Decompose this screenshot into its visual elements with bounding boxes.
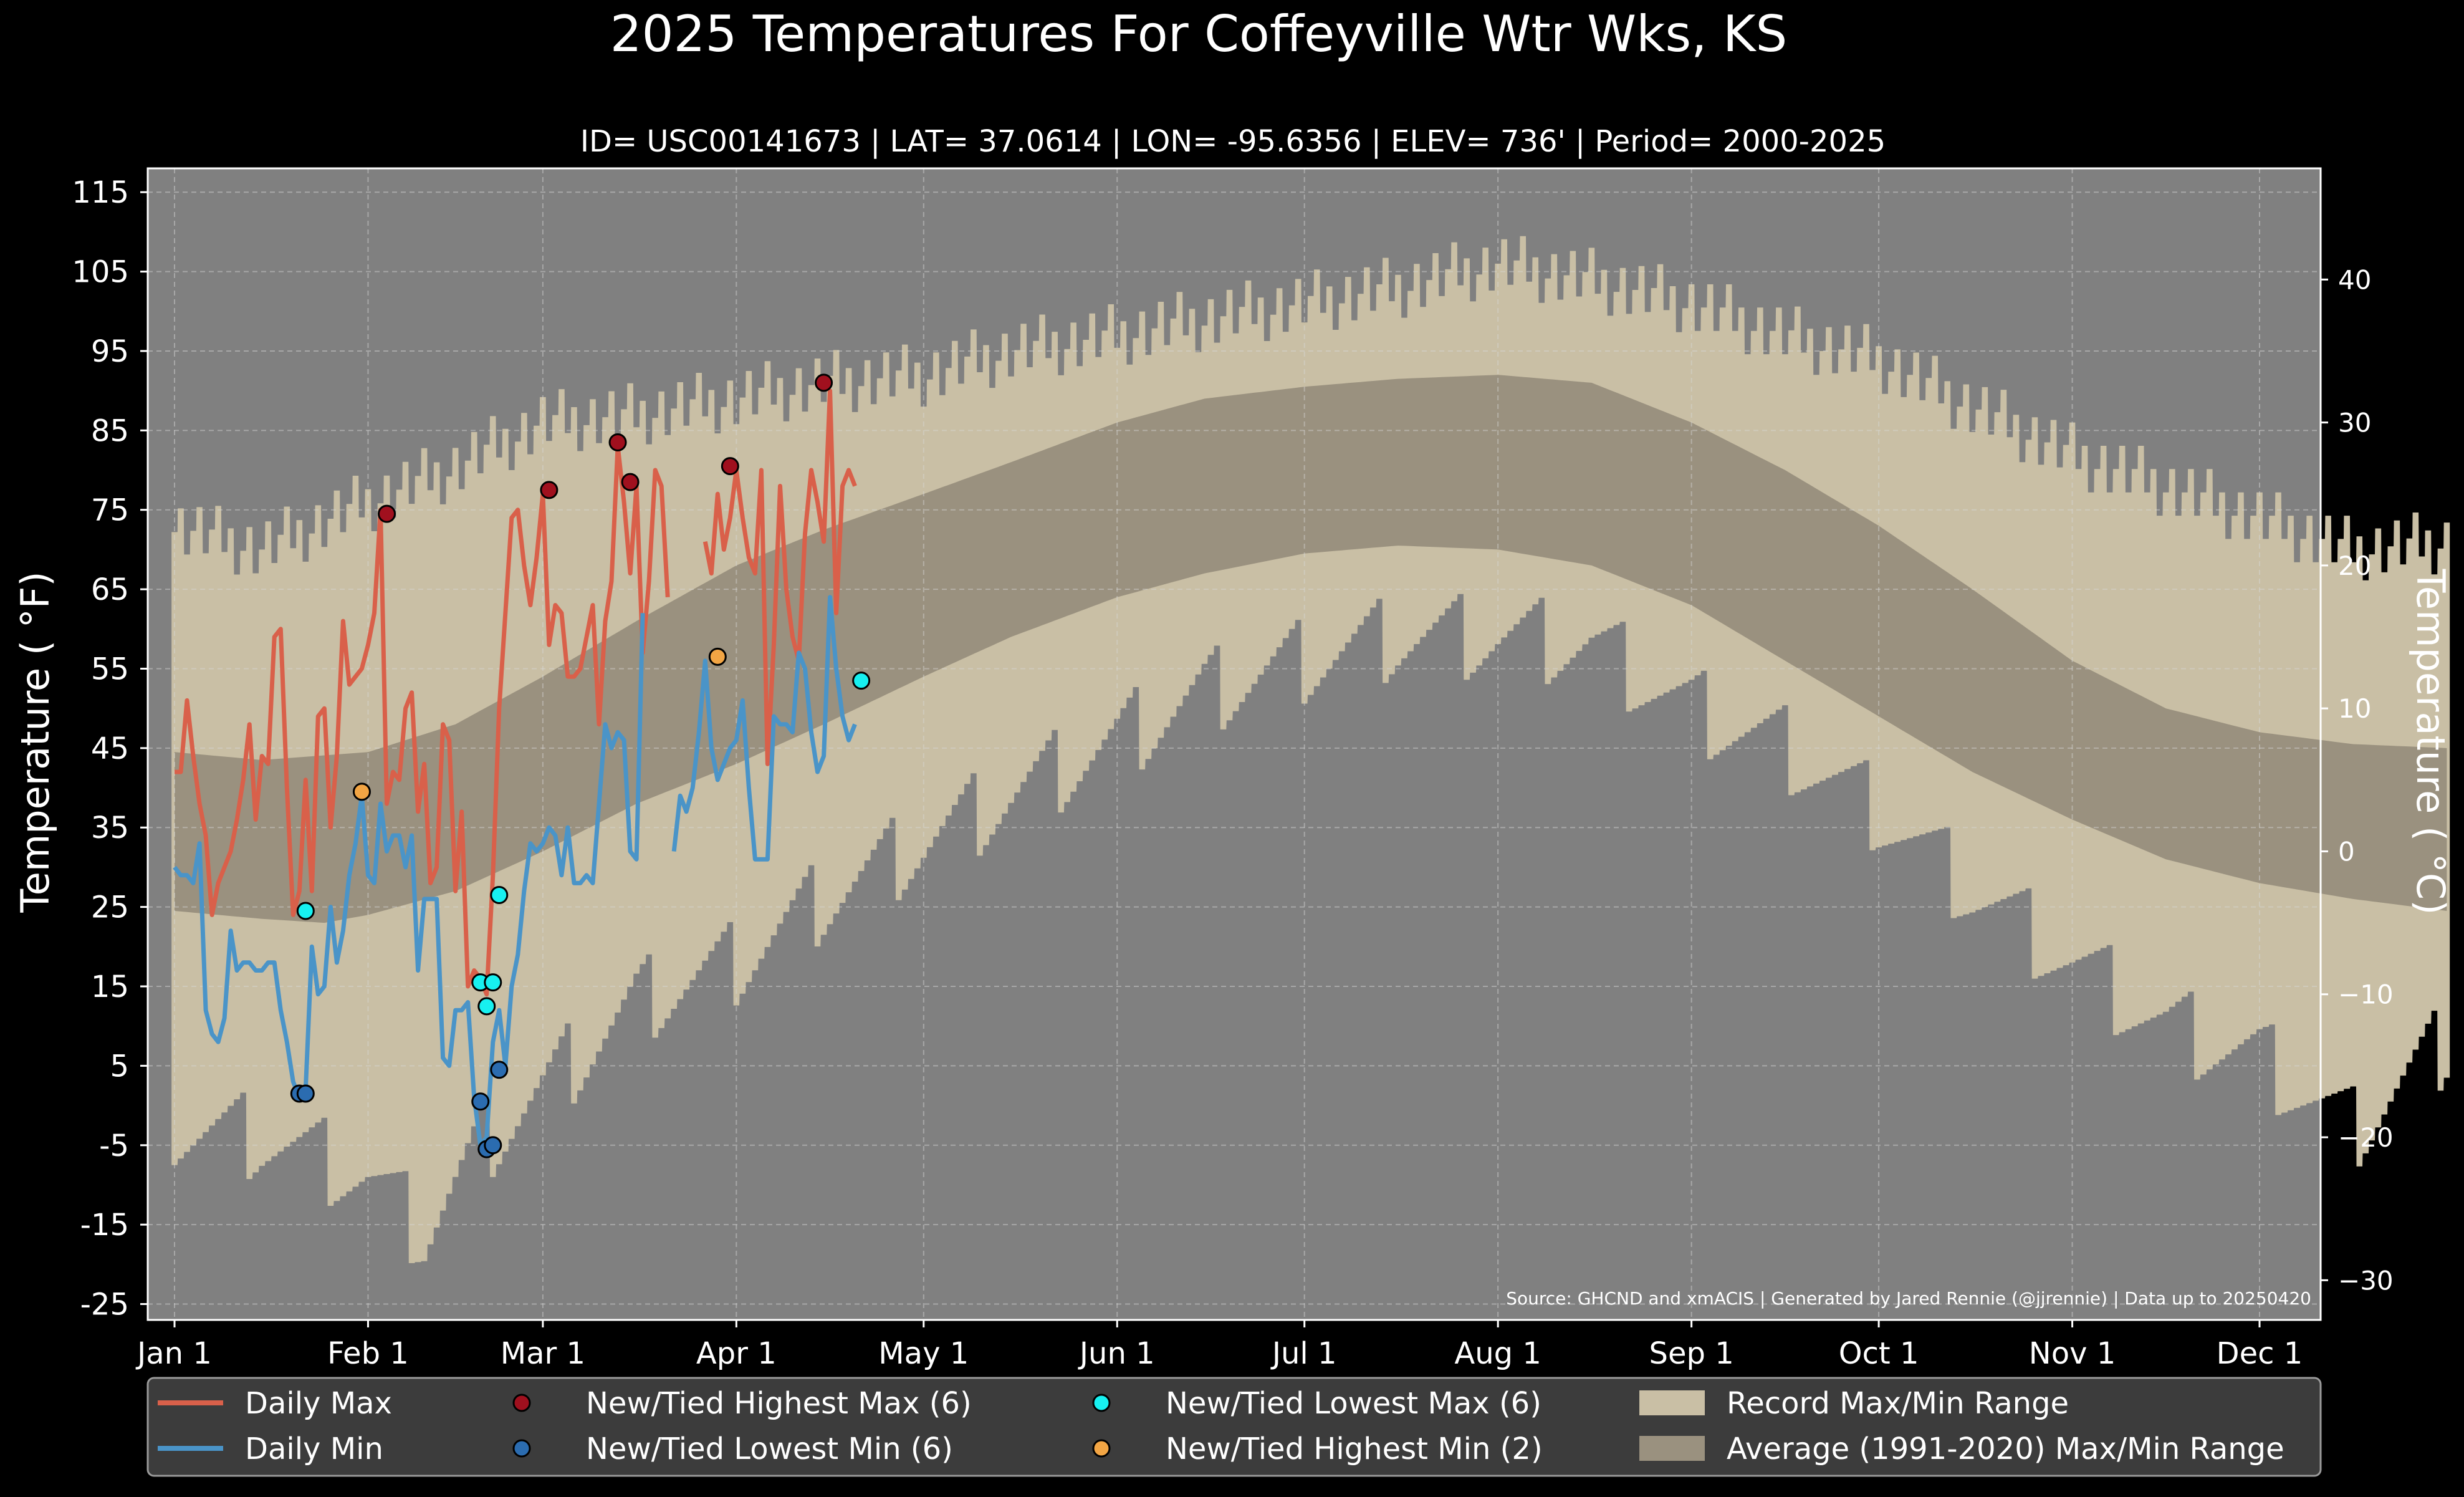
legend-dot-swatch <box>1092 1394 1111 1412</box>
daily-max-line <box>175 388 857 997</box>
x-tick-label: Sep 1 <box>1649 1336 1734 1371</box>
legend-label: New/Tied Lowest Max (6) <box>1166 1386 1541 1421</box>
legend-box-swatch <box>1639 1436 1705 1461</box>
new-highest-max-marker <box>378 504 396 523</box>
chart-title: 2025 Temperatures For Coffeyville Wtr Wk… <box>610 5 1787 63</box>
new-lowest-max-marker <box>484 973 502 992</box>
new-lowest-max-marker <box>852 671 871 690</box>
new-lowest-min-marker <box>471 1092 490 1111</box>
y-tick-label: 25 <box>91 890 129 925</box>
legend-box <box>146 1377 2322 1477</box>
legend-label: Record Max/Min Range <box>1727 1386 2069 1421</box>
y-tick-label: 55 <box>91 652 129 686</box>
legend-label: New/Tied Highest Min (2) <box>1166 1432 1543 1466</box>
legend-label: New/Tied Highest Max (6) <box>586 1386 972 1421</box>
x-tick-label: Oct 1 <box>1839 1336 1919 1371</box>
new-highest-max-marker <box>540 481 558 499</box>
new-highest-max-marker <box>621 473 640 491</box>
y-axis-label-left: Temperature ( °F) <box>12 571 58 913</box>
new-lowest-min-marker <box>484 1136 502 1155</box>
legend-label: Average (1991-2020) Max/Min Range <box>1727 1432 2284 1466</box>
y-tick-label-right: 20 <box>2338 551 2371 581</box>
x-tick-label: Jul 1 <box>1270 1336 1337 1371</box>
x-tick-label: Aug 1 <box>1454 1336 1541 1371</box>
y-tick-label-right: −30 <box>2338 1265 2394 1296</box>
y-tick-label: 105 <box>72 255 129 290</box>
y-tick-label-right: −10 <box>2338 980 2394 1010</box>
x-tick-label: Apr 1 <box>696 1336 777 1371</box>
x-tick-label: Mar 1 <box>501 1336 585 1371</box>
y-tick-label: 35 <box>91 811 129 845</box>
source-note: Source: GHCND and xmACIS | Generated by … <box>1506 1288 2311 1309</box>
y-tick-label: 45 <box>91 731 129 766</box>
new-lowest-max-marker <box>477 997 496 1016</box>
legend-items: Daily Max Daily Min New/Tied Highest Max (… <box>158 1386 2284 1466</box>
legend-dot-swatch <box>512 1394 531 1412</box>
y-tick-label: -15 <box>80 1208 129 1243</box>
legend-label: Daily Min <box>245 1432 383 1466</box>
new-lowest-min-marker <box>490 1061 509 1079</box>
legend: Daily Max Daily Min New/Tied Highest Max (… <box>146 1377 2322 1477</box>
y-tick-label-right: 30 <box>2338 408 2371 438</box>
y-tick-label-right: 0 <box>2338 836 2355 867</box>
plot-area: Source: GHCND and xmACIS | Generated by … <box>146 167 2450 1321</box>
new-highest-max-marker <box>721 457 739 476</box>
y-tick-label-right: −20 <box>2338 1122 2394 1153</box>
y-axis-fahrenheit: 115 105 95 85 75 65 55 45 35 25 15 5 -5 -15 -25 <box>72 175 148 1322</box>
x-tick-label: Jan 1 <box>135 1336 212 1371</box>
y-tick-label: 75 <box>91 493 129 528</box>
new-highest-max-marker <box>608 433 627 451</box>
normal-range-band <box>175 375 2447 923</box>
x-tick-label: Dec 1 <box>2217 1336 2303 1371</box>
x-tick-label: May 1 <box>878 1336 969 1371</box>
grid-lines <box>148 168 2321 1320</box>
y-tick-label-right: 40 <box>2338 264 2371 295</box>
x-tick-label: Jun 1 <box>1078 1336 1155 1371</box>
daily-min-line <box>173 595 857 1148</box>
chart-subtitle: ID= USC00141673 | LAT= 37.0614 | LON= -9… <box>580 124 1886 159</box>
y-tick-label: -25 <box>80 1288 129 1322</box>
daily-series <box>173 388 857 1148</box>
y-axis-label-right: Temperature ( °C) <box>2408 569 2453 915</box>
y-axis-celsius: 40 30 20 10 0 −10 −20 −30 <box>2321 264 2394 1296</box>
y-tick-label: 15 <box>91 970 129 1004</box>
legend-box-swatch <box>1639 1390 1705 1415</box>
y-tick-label: 95 <box>91 334 129 369</box>
legend-dot-swatch <box>512 1439 531 1458</box>
new-lowest-max-marker <box>490 886 509 905</box>
x-axis-months: Jan 1 Feb 1 Mar 1 Apr 1 May 1 Jun 1 Jul 1 Aug 1… <box>135 1320 2303 1371</box>
new-lowest-min-marker <box>296 1084 315 1103</box>
new-highest-min-marker <box>708 647 727 666</box>
plot-frame <box>146 167 2322 1321</box>
y-tick-label: 65 <box>91 572 129 607</box>
record-markers <box>290 373 871 1158</box>
x-tick-label: Nov 1 <box>2029 1336 2116 1371</box>
x-tick-label: Feb 1 <box>327 1336 409 1371</box>
legend-label: New/Tied Lowest Min (6) <box>586 1432 953 1466</box>
y-tick-label: -5 <box>99 1129 129 1163</box>
legend-label: Daily Max <box>245 1386 392 1421</box>
new-lowest-max-marker <box>296 902 315 920</box>
y-tick-label: 85 <box>91 413 129 448</box>
y-tick-label: 5 <box>110 1049 129 1084</box>
normal-range-area <box>175 375 2447 923</box>
legend-dot-swatch <box>1092 1439 1111 1458</box>
y-tick-label-right: 10 <box>2338 693 2371 724</box>
y-tick-label: 115 <box>72 175 129 210</box>
new-highest-min-marker <box>352 782 371 801</box>
new-highest-max-marker <box>815 373 833 392</box>
